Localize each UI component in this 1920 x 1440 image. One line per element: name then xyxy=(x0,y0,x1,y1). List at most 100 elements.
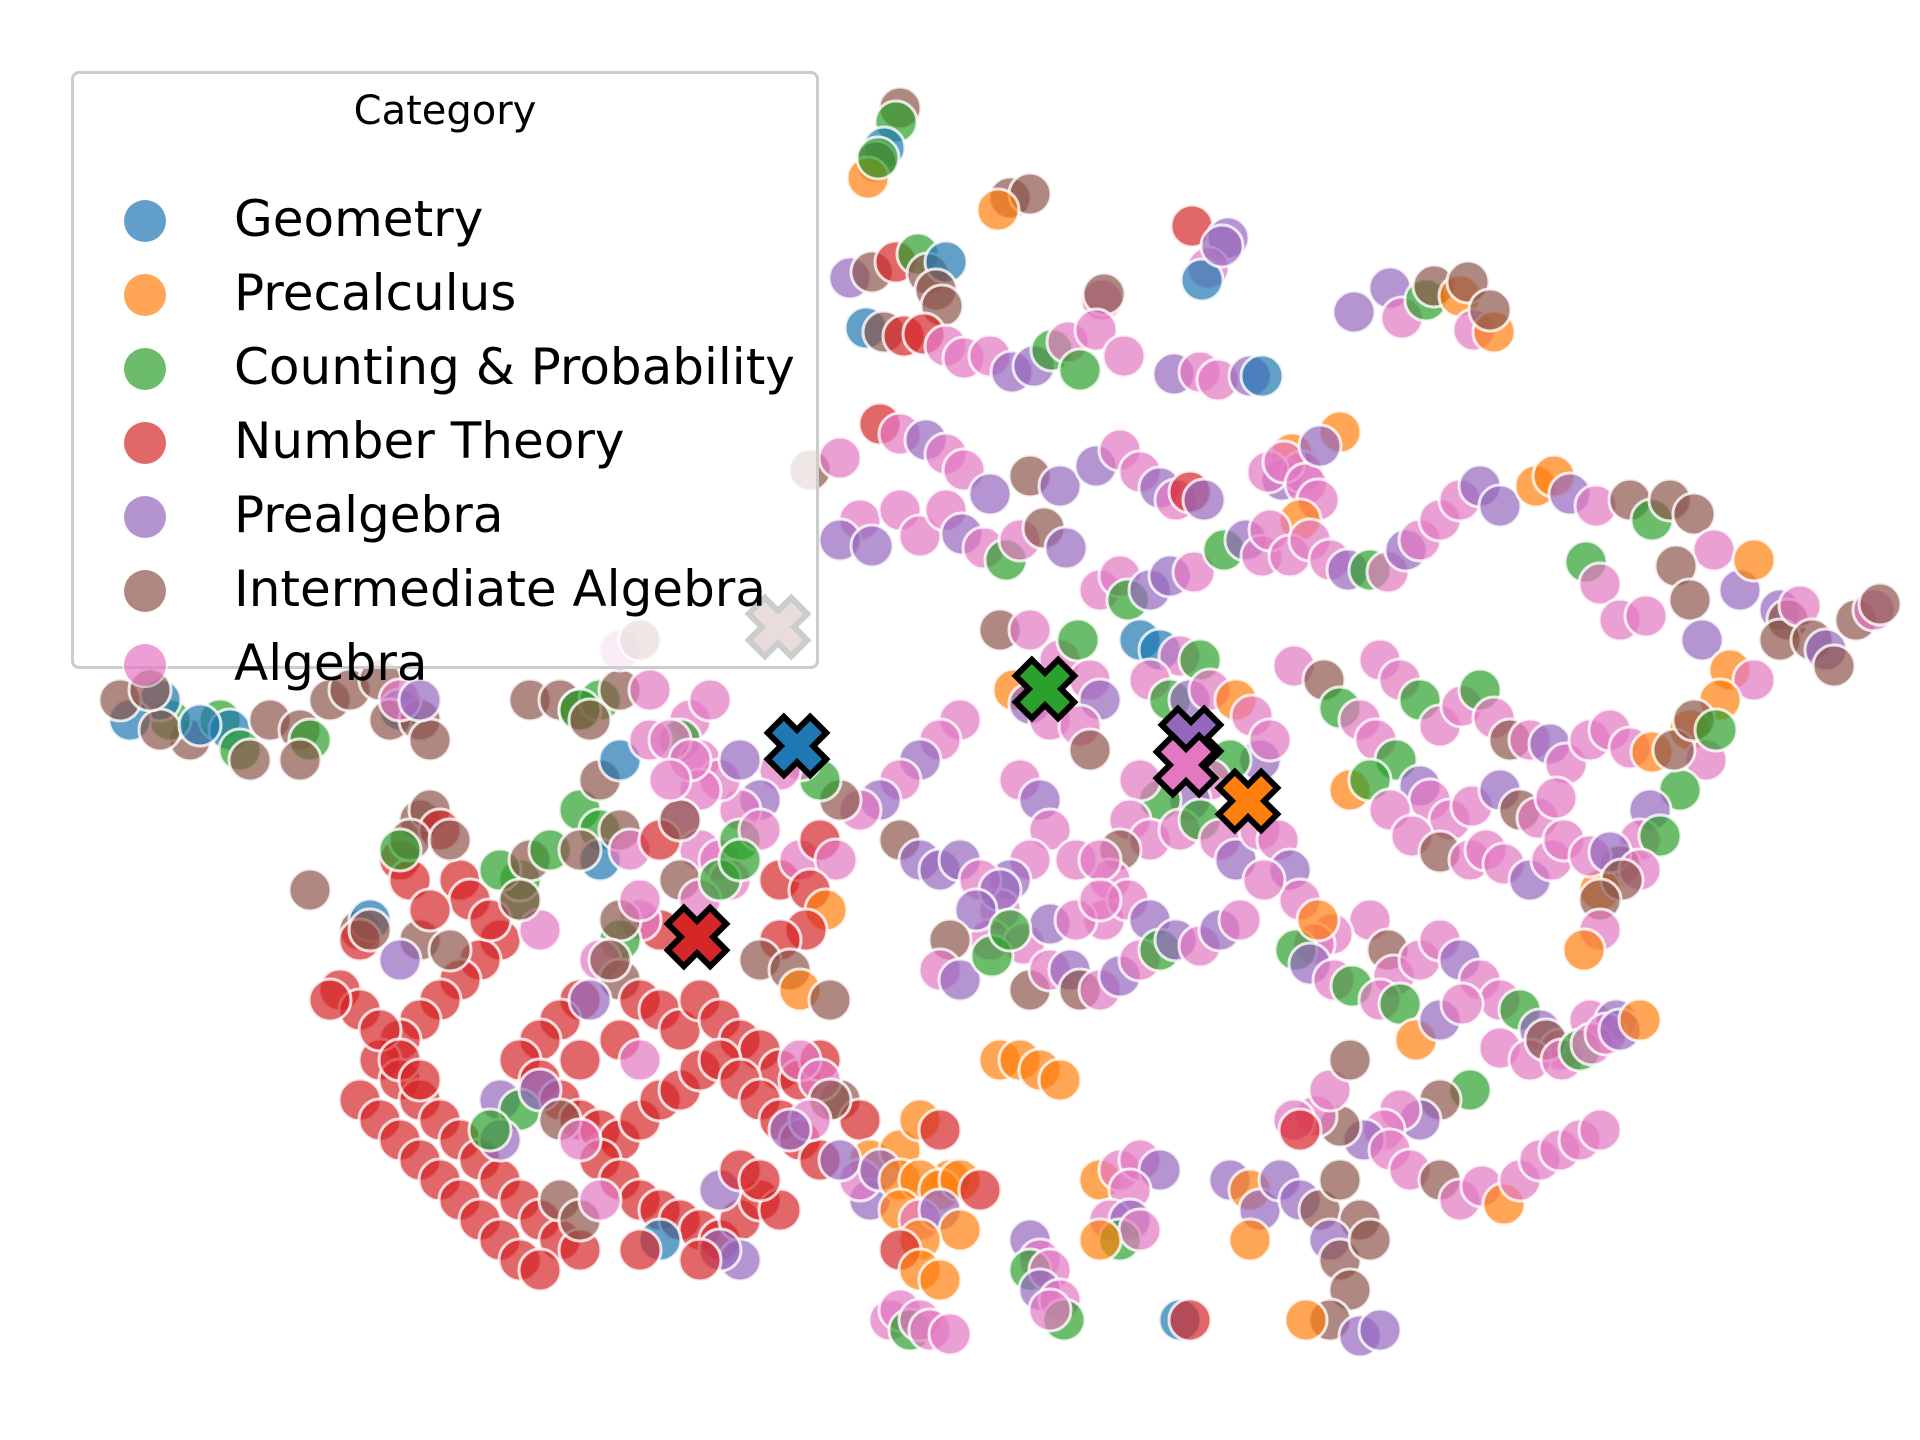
data-point xyxy=(1331,289,1377,335)
data-point xyxy=(397,1057,443,1103)
data-point xyxy=(917,1107,963,1153)
data-point xyxy=(807,977,853,1023)
data-point xyxy=(557,827,603,873)
data-point xyxy=(1117,1207,1163,1253)
data-point xyxy=(587,937,633,983)
data-point xyxy=(1073,307,1119,353)
legend-marker-icon xyxy=(124,422,166,464)
data-point xyxy=(1811,643,1857,689)
legend-marker-icon xyxy=(124,348,166,390)
centroid-x-icon xyxy=(663,903,731,971)
legend-item: Precalculus xyxy=(74,260,816,334)
data-point xyxy=(737,1157,783,1203)
data-point xyxy=(617,1227,663,1273)
legend: Category Geometry Precalculus Counting & P… xyxy=(71,71,819,692)
data-point xyxy=(567,977,613,1023)
data-point xyxy=(1181,477,1227,523)
data-point xyxy=(1667,577,1713,623)
legend-title: Category xyxy=(353,88,537,134)
data-point xyxy=(817,1137,863,1183)
data-point xyxy=(277,737,323,783)
data-point xyxy=(1577,561,1623,607)
data-point xyxy=(1317,1157,1363,1203)
data-point xyxy=(427,817,473,863)
data-point xyxy=(657,797,703,843)
centroid-x-icon xyxy=(1152,731,1220,799)
legend-marker-icon xyxy=(124,644,166,686)
data-point xyxy=(1055,617,1101,663)
data-point xyxy=(1027,1287,1073,1333)
data-point xyxy=(937,957,983,1003)
data-point xyxy=(627,667,673,713)
data-point xyxy=(975,187,1021,233)
data-point xyxy=(1617,997,1663,1043)
data-point xyxy=(567,697,613,743)
data-point xyxy=(1671,491,1717,537)
data-point xyxy=(953,887,999,933)
data-point xyxy=(967,471,1013,517)
data-point xyxy=(813,837,859,883)
data-point xyxy=(1037,1057,1083,1103)
data-point xyxy=(1077,1217,1123,1263)
legend-label: Algebra xyxy=(234,634,428,692)
data-point xyxy=(1043,525,1089,571)
data-point xyxy=(227,737,273,783)
centroid-x-icon xyxy=(763,712,831,780)
data-point xyxy=(1679,617,1725,663)
legend-item: Algebra xyxy=(74,630,816,704)
data-point xyxy=(1467,287,1513,333)
data-point xyxy=(1533,775,1579,821)
data-point xyxy=(1857,581,1903,627)
data-point xyxy=(1217,897,1263,943)
data-point xyxy=(1357,1307,1403,1353)
data-point xyxy=(347,907,393,953)
data-point xyxy=(917,1257,963,1303)
data-point xyxy=(1731,657,1777,703)
legend-item: Prealgebra xyxy=(74,482,816,556)
legend-marker-icon xyxy=(124,274,166,316)
data-point xyxy=(1241,857,1287,903)
data-point xyxy=(1283,1297,1329,1343)
data-point xyxy=(1077,877,1123,923)
data-point xyxy=(849,523,895,569)
data-point xyxy=(987,907,1033,953)
data-point xyxy=(1167,1297,1213,1343)
data-point xyxy=(1199,223,1245,269)
data-point xyxy=(1327,1037,1373,1083)
data-point xyxy=(817,435,863,481)
data-point xyxy=(137,707,183,753)
legend-label: Precalculus xyxy=(234,264,517,322)
legend-marker-icon xyxy=(124,200,166,242)
data-point xyxy=(1691,527,1737,573)
data-point xyxy=(287,867,333,913)
legend-item: Counting & Probability xyxy=(74,334,816,408)
data-point xyxy=(407,887,453,933)
legend-item: Geometry xyxy=(74,186,816,260)
legend-label: Counting & Probability xyxy=(234,338,795,396)
centroid-x-icon xyxy=(1214,767,1282,835)
data-point xyxy=(1007,607,1053,653)
data-point xyxy=(1057,347,1103,393)
data-point xyxy=(1077,837,1123,883)
data-point xyxy=(557,1117,603,1163)
legend-marker-icon xyxy=(124,496,166,538)
data-point xyxy=(767,1107,813,1153)
data-point xyxy=(1295,897,1341,943)
data-point xyxy=(617,877,663,923)
data-point xyxy=(1277,1107,1323,1153)
data-point xyxy=(927,1311,973,1357)
legend-label: Number Theory xyxy=(234,412,625,470)
data-point xyxy=(937,1207,983,1253)
data-point xyxy=(1227,1217,1273,1263)
legend-label: Geometry xyxy=(234,190,484,248)
data-point xyxy=(1693,707,1739,753)
data-point xyxy=(717,737,763,783)
data-point xyxy=(957,1167,1003,1213)
data-point xyxy=(497,877,543,923)
data-point xyxy=(1101,333,1147,379)
data-point xyxy=(377,827,423,873)
data-point xyxy=(1347,1217,1393,1263)
data-point xyxy=(577,1177,623,1223)
data-point xyxy=(617,1037,663,1083)
